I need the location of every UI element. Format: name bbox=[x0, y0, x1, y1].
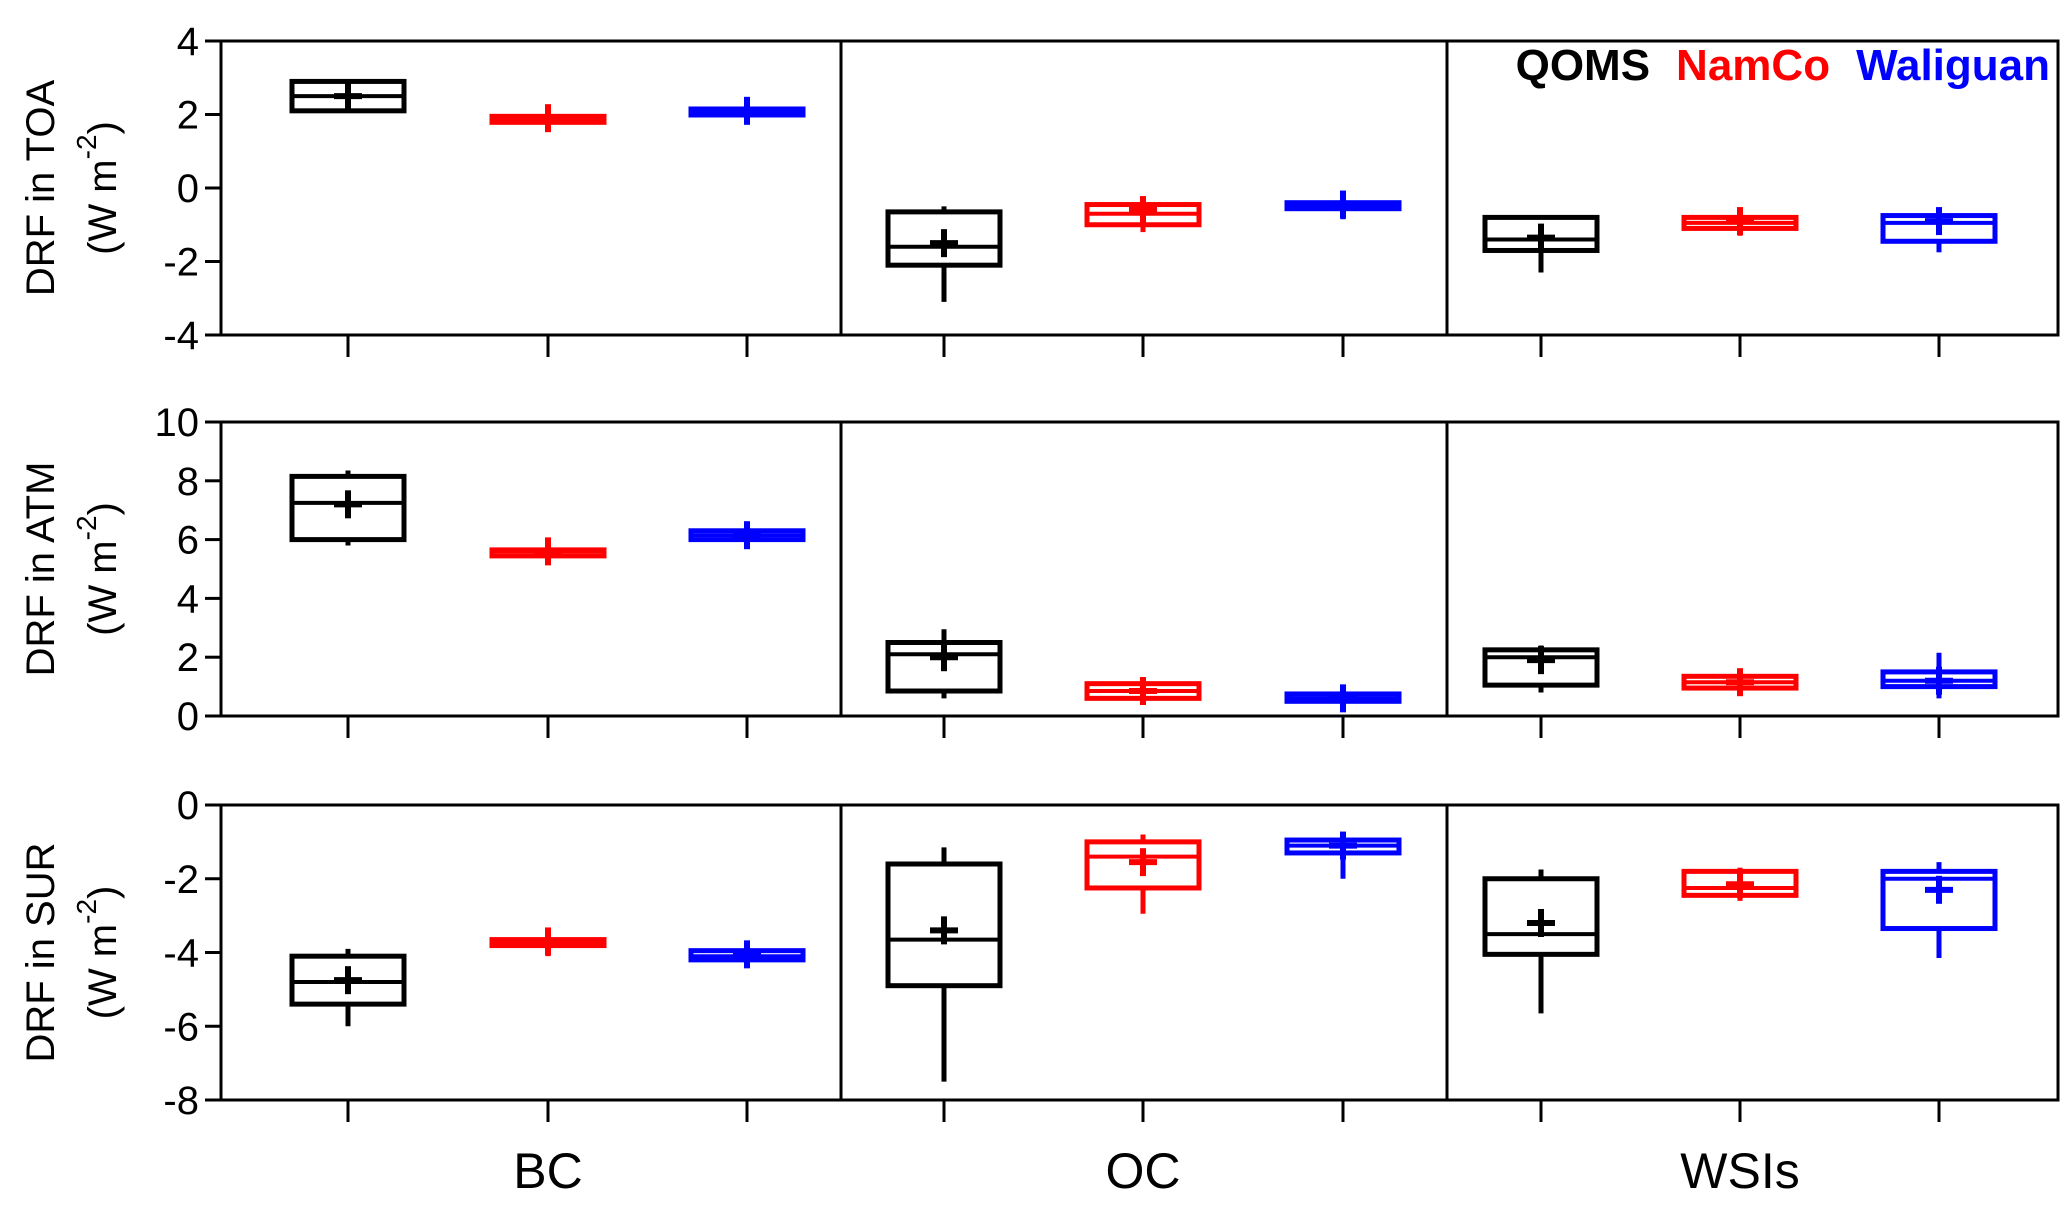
unit-exponent: -2 bbox=[71, 899, 102, 924]
box-oc-waliguan bbox=[1284, 684, 1402, 713]
box-oc-waliguan bbox=[1284, 831, 1402, 879]
box-wsis-namco bbox=[1681, 668, 1799, 697]
box-bc-namco bbox=[489, 927, 607, 957]
y-tick-label: -8 bbox=[163, 1079, 199, 1123]
unit-exponent: -2 bbox=[71, 515, 102, 540]
y-tick-label: 2 bbox=[177, 94, 199, 138]
box-bc-waliguan bbox=[688, 96, 806, 125]
box-oc-namco bbox=[1084, 677, 1202, 706]
box-oc-namco bbox=[1084, 196, 1202, 233]
y-tick-label: 8 bbox=[177, 460, 199, 504]
box-bc-qoms bbox=[289, 78, 407, 114]
y-tick-label: -2 bbox=[163, 241, 199, 285]
y-tick-label: 4 bbox=[177, 20, 199, 64]
category-label-bc: BC bbox=[513, 1143, 582, 1199]
y-axis-label-unit: (W m-2) bbox=[71, 886, 125, 1020]
y-axis-label: DRF in ATM (W m-2) bbox=[19, 462, 125, 677]
y-tick-label: -4 bbox=[163, 314, 199, 358]
y-axis-label-line1: DRF in ATM bbox=[19, 462, 63, 677]
box-bc-waliguan bbox=[688, 940, 806, 969]
box-bc-qoms bbox=[289, 948, 407, 1027]
box-oc-qoms bbox=[885, 629, 1003, 699]
box-wsis-namco bbox=[1681, 207, 1799, 236]
box-oc-waliguan bbox=[1284, 190, 1402, 220]
box-oc-qoms bbox=[885, 847, 1003, 1082]
box-bc-namco bbox=[489, 537, 607, 566]
box-wsis-namco bbox=[1681, 867, 1799, 901]
unit-suffix: ) bbox=[81, 502, 125, 515]
unit-suffix: ) bbox=[81, 886, 125, 899]
y-axis-label: DRF in SUR (W m-2) bbox=[19, 842, 125, 1062]
y-tick-label: -2 bbox=[163, 858, 199, 902]
unit-suffix: ) bbox=[81, 121, 125, 134]
y-axis-label-line1: DRF in TOA bbox=[19, 80, 63, 297]
y-tick-label: 2 bbox=[177, 636, 199, 680]
y-tick-label: 0 bbox=[177, 695, 199, 739]
y-tick-label: 0 bbox=[177, 167, 199, 211]
box-wsis-qoms bbox=[1482, 214, 1600, 273]
y-tick-label: -4 bbox=[163, 932, 199, 976]
category-label-wsis: WSIs bbox=[1680, 1143, 1799, 1199]
box-oc-namco bbox=[1084, 834, 1202, 914]
box-wsis-waliguan bbox=[1880, 862, 1998, 959]
legend: QOMS NamCo Waliguan bbox=[1516, 41, 2050, 90]
unit-prefix: (W m bbox=[81, 924, 125, 1020]
unit-exponent: -2 bbox=[71, 134, 102, 159]
y-tick-label: -6 bbox=[163, 1005, 199, 1049]
legend-item-namco: NamCo bbox=[1676, 41, 1830, 90]
box-wsis-waliguan bbox=[1880, 652, 1998, 699]
y-axis-label-unit: (W m-2) bbox=[71, 502, 125, 636]
y-tick-label: 4 bbox=[177, 577, 199, 621]
box-bc-namco bbox=[489, 104, 607, 133]
y-tick-label: 10 bbox=[155, 401, 200, 445]
y-axis-label-unit: (W m-2) bbox=[71, 121, 125, 255]
box-oc-qoms bbox=[885, 206, 1003, 302]
y-axis-label-line1: DRF in SUR bbox=[19, 842, 63, 1062]
legend-item-qoms: QOMS bbox=[1516, 41, 1650, 90]
box-bc-waliguan bbox=[688, 521, 806, 550]
unit-prefix: (W m bbox=[81, 540, 125, 636]
panel-frame bbox=[219, 420, 2060, 718]
box-wsis-qoms bbox=[1482, 869, 1600, 1014]
unit-prefix: (W m bbox=[81, 159, 125, 255]
y-tick-label: 6 bbox=[177, 519, 199, 563]
box-wsis-qoms bbox=[1482, 645, 1600, 693]
y-tick-label: 0 bbox=[177, 784, 199, 828]
category-label-oc: OC bbox=[1106, 1143, 1181, 1199]
y-axis-label: DRF in TOA (W m-2) bbox=[19, 80, 125, 297]
legend-item-waliguan: Waliguan bbox=[1856, 41, 2050, 90]
box-wsis-waliguan bbox=[1880, 207, 1998, 253]
box-bc-qoms bbox=[289, 470, 407, 546]
